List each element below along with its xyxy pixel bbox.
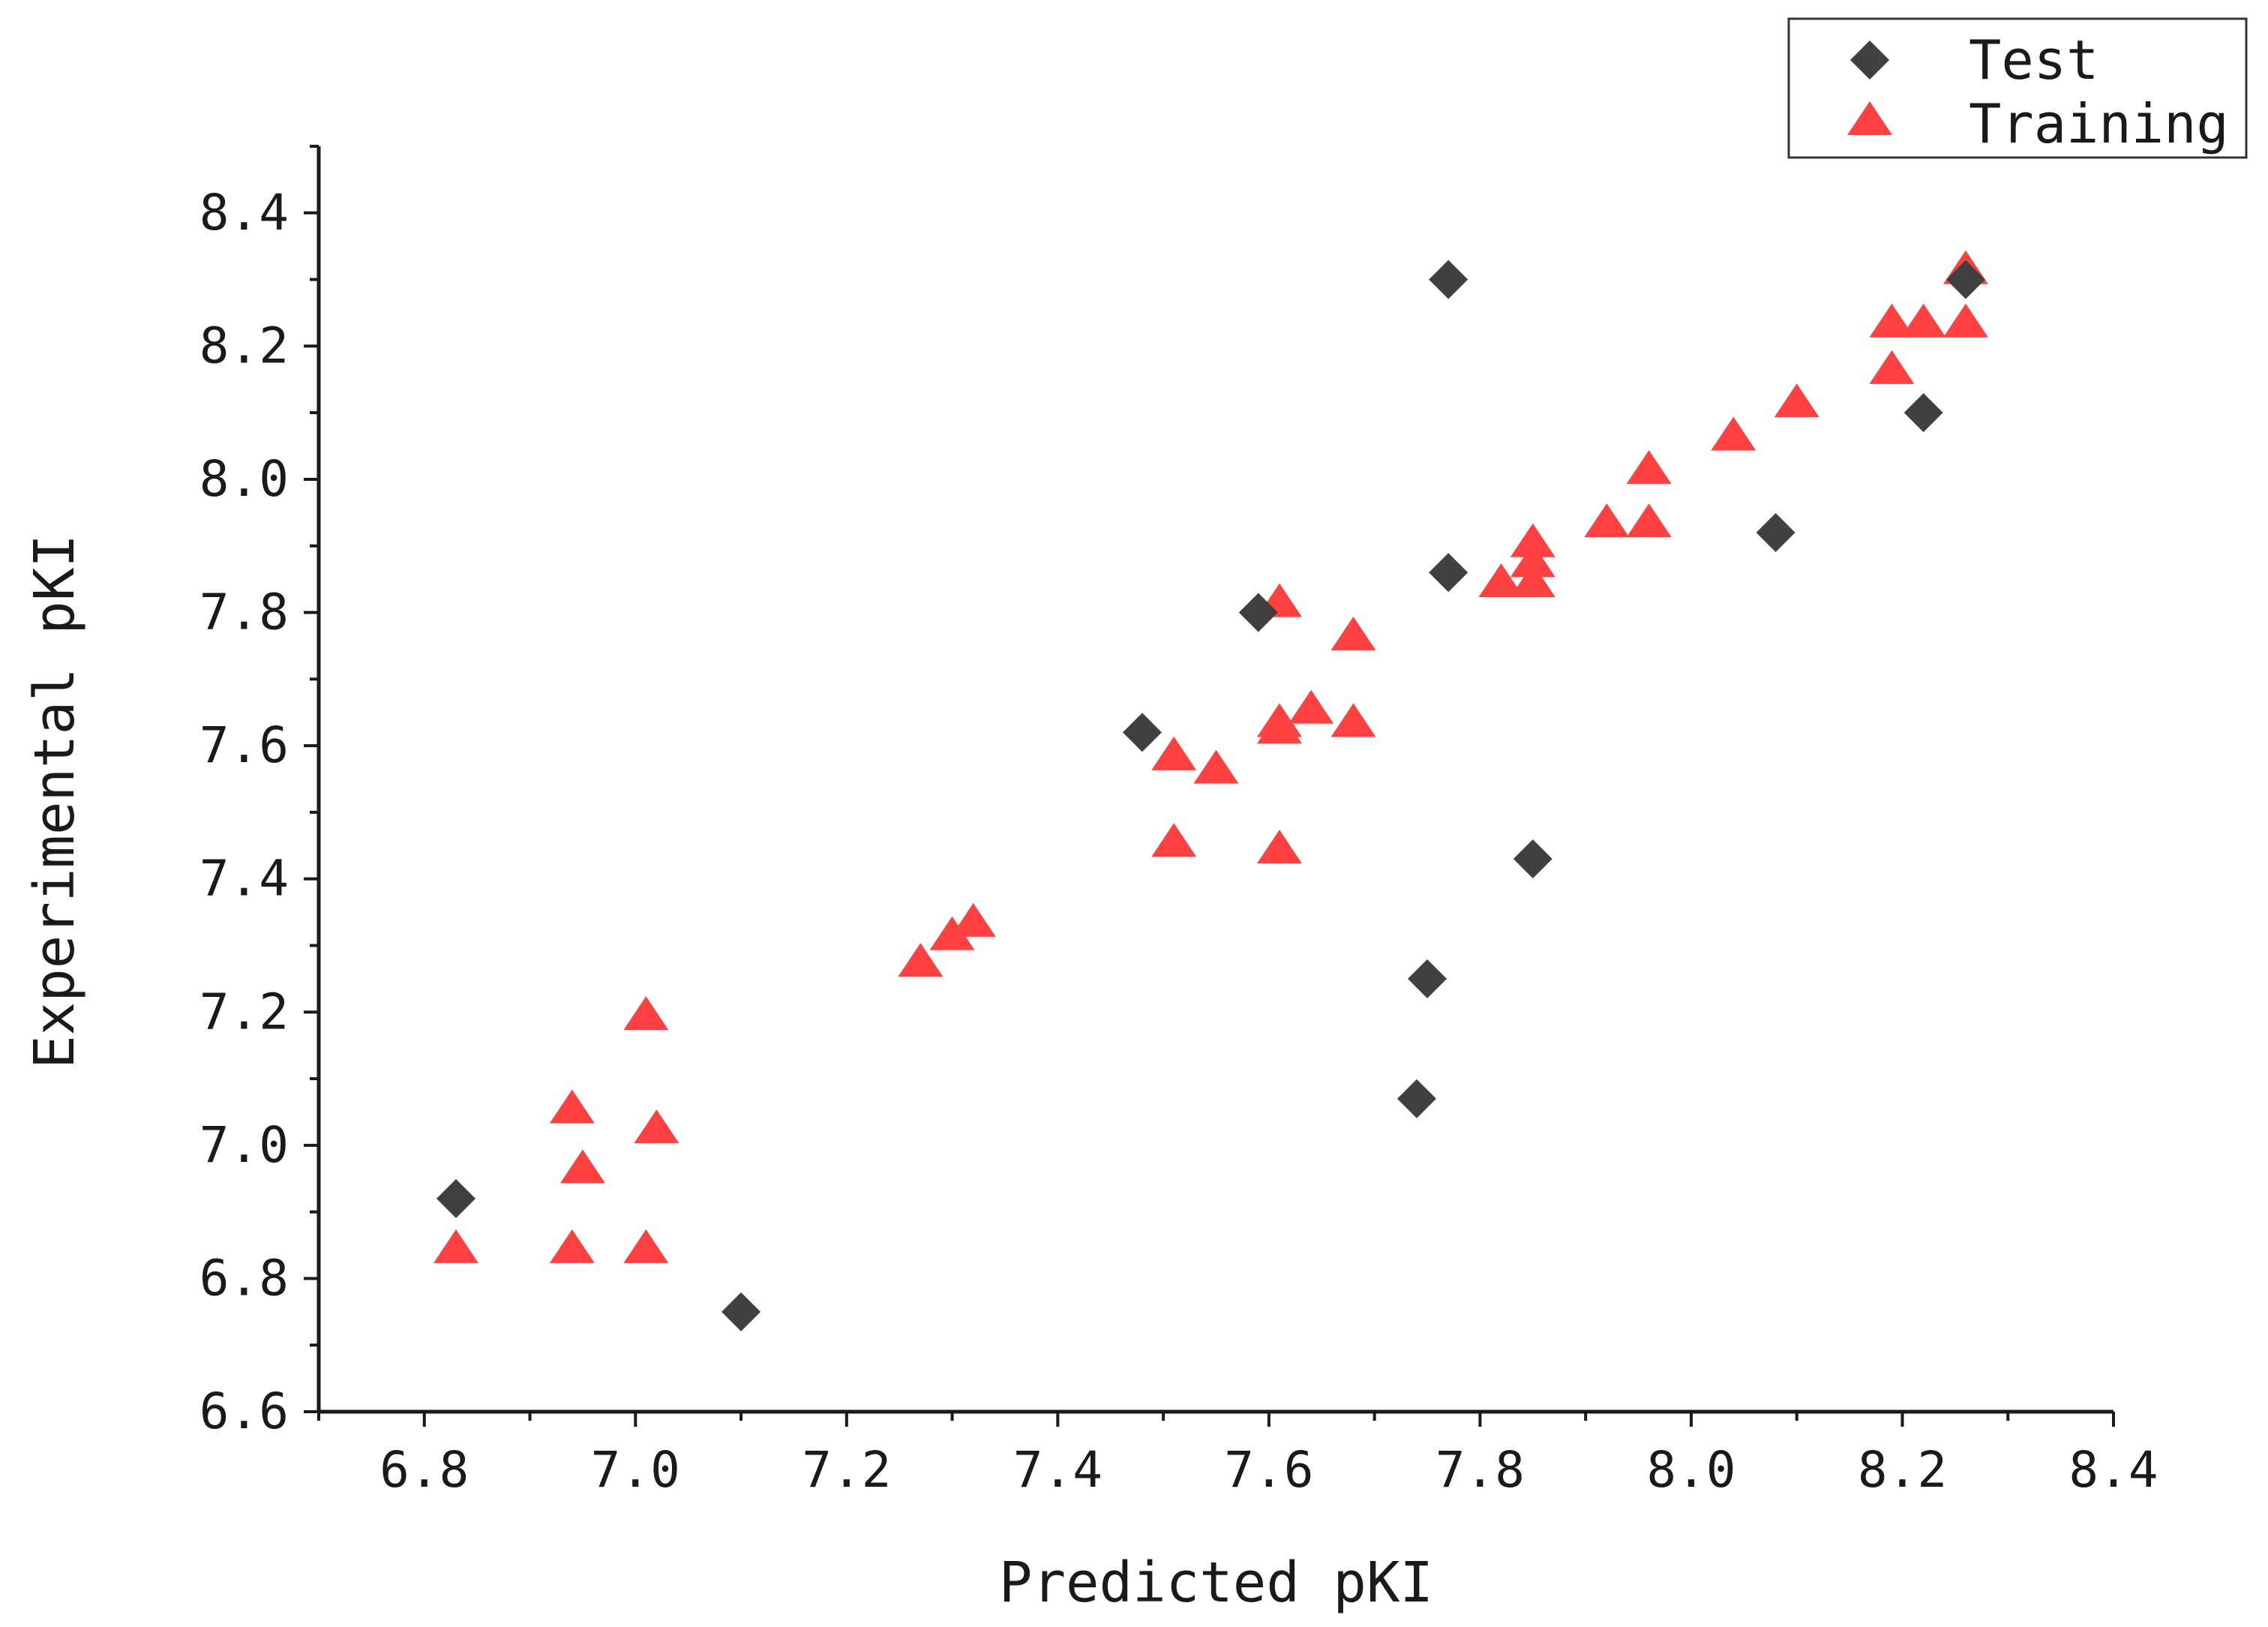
training-point <box>1711 416 1756 451</box>
legend-training-marker <box>1847 101 1892 135</box>
training-point <box>1193 749 1239 784</box>
training-point <box>1584 503 1630 538</box>
training-point <box>1256 830 1302 864</box>
training-point <box>1256 703 1302 737</box>
y-tick-label: 7.0 <box>200 1116 289 1174</box>
training-point <box>623 996 669 1031</box>
training-point <box>1869 350 1915 384</box>
test-point <box>1122 713 1162 752</box>
training-point <box>433 1229 478 1263</box>
x-tick-label: 6.8 <box>380 1441 469 1499</box>
training-point <box>560 1149 605 1184</box>
training-point <box>1288 689 1334 724</box>
test-point <box>1429 553 1468 593</box>
training-point <box>1900 303 1946 338</box>
x-tick-label: 7.4 <box>1013 1441 1102 1499</box>
y-tick-label: 8.4 <box>200 184 289 242</box>
training-point <box>1151 736 1197 770</box>
test-point <box>1396 1079 1436 1118</box>
axes <box>316 146 2114 1414</box>
training-point <box>898 943 944 977</box>
training-point <box>1330 703 1376 737</box>
x-tick-label: 8.4 <box>2068 1441 2158 1499</box>
ticks <box>304 145 2115 1427</box>
x-tick-label: 8.0 <box>1646 1441 1736 1499</box>
training-point <box>929 916 975 950</box>
y-tick-label: 7.4 <box>200 850 289 908</box>
legend-label-test: Test <box>1969 29 2098 92</box>
y-tick-label: 7.8 <box>200 584 289 641</box>
test-point <box>436 1178 476 1218</box>
x-tick-label: 8.2 <box>1858 1441 1947 1499</box>
y-tick-label: 6.8 <box>200 1249 289 1307</box>
test-point <box>1429 260 1468 299</box>
y-tick-label: 8.2 <box>200 317 289 374</box>
training-point <box>950 902 996 937</box>
training-point <box>1626 450 1672 485</box>
tick-labels: 6.8 7.0 7.2 7.4 7.6 7.8 8.0 8.2 8.4 6.6 6.8 7.0 7.2 7… <box>200 184 2158 1499</box>
training-point <box>1330 617 1376 651</box>
test-point <box>1946 260 1985 299</box>
y-axis-title: Experimental pKI <box>22 534 87 1069</box>
training-point <box>1510 563 1556 598</box>
y-tick-label: 7.2 <box>200 983 289 1040</box>
data-points <box>433 250 1988 1331</box>
training-point <box>549 1089 595 1124</box>
x-tick-label: 7.8 <box>1436 1441 1525 1499</box>
y-tick-label: 6.6 <box>200 1382 289 1440</box>
training-point <box>623 1229 669 1263</box>
legend-test-marker <box>1850 41 1889 80</box>
test-point <box>1756 512 1796 552</box>
x-tick-label: 7.2 <box>802 1441 891 1499</box>
training-point <box>1942 303 1988 338</box>
test-point <box>1408 959 1448 998</box>
training-point <box>1869 303 1915 338</box>
y-tick-label: 7.6 <box>200 716 289 774</box>
training-point <box>1510 543 1556 578</box>
training-point <box>634 1109 680 1144</box>
test-point <box>1238 593 1278 632</box>
training-point <box>1510 523 1556 557</box>
test-point <box>722 1292 761 1331</box>
training-point <box>1774 383 1820 418</box>
x-axis-title: Predicted pKI <box>999 1550 1433 1615</box>
x-tick-label: 7.0 <box>591 1441 680 1499</box>
training-point <box>1626 503 1672 538</box>
test-point <box>1513 839 1552 879</box>
y-tick-label: 8.0 <box>200 450 289 508</box>
training-point <box>549 1229 595 1263</box>
x-tick-label: 7.6 <box>1224 1441 1313 1499</box>
training-point <box>1151 823 1197 857</box>
training-point <box>1478 563 1524 598</box>
legend-label-training: Training <box>1969 92 2229 155</box>
test-point <box>1904 393 1943 433</box>
